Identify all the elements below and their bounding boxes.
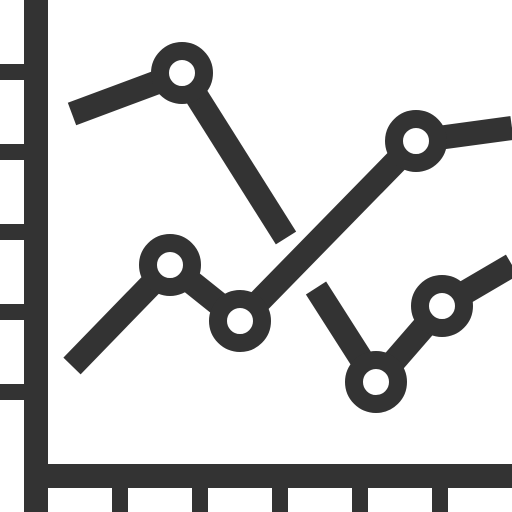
- x-tick: [112, 488, 128, 512]
- y-tick: [0, 144, 24, 160]
- marker-upper-2: [345, 351, 407, 413]
- x-tick: [272, 488, 288, 512]
- y-tick: [0, 64, 24, 80]
- y-tick: [0, 384, 24, 400]
- y-axis: [24, 0, 48, 488]
- series-upper-segment: [171, 66, 297, 245]
- marker-lower-1: [139, 234, 201, 296]
- marker-lower-3: [385, 110, 447, 172]
- x-tick: [432, 488, 448, 512]
- series-lower-segment: [231, 132, 425, 330]
- x-axis: [24, 464, 512, 488]
- x-tick: [24, 488, 48, 512]
- markers: [139, 42, 473, 413]
- marker-lower-2: [209, 290, 271, 352]
- marker-upper-3: [411, 275, 473, 337]
- y-tick: [0, 224, 24, 240]
- marker-upper-1: [151, 42, 213, 104]
- x-tick: [352, 488, 368, 512]
- x-tick: [192, 488, 208, 512]
- y-tick: [0, 304, 24, 320]
